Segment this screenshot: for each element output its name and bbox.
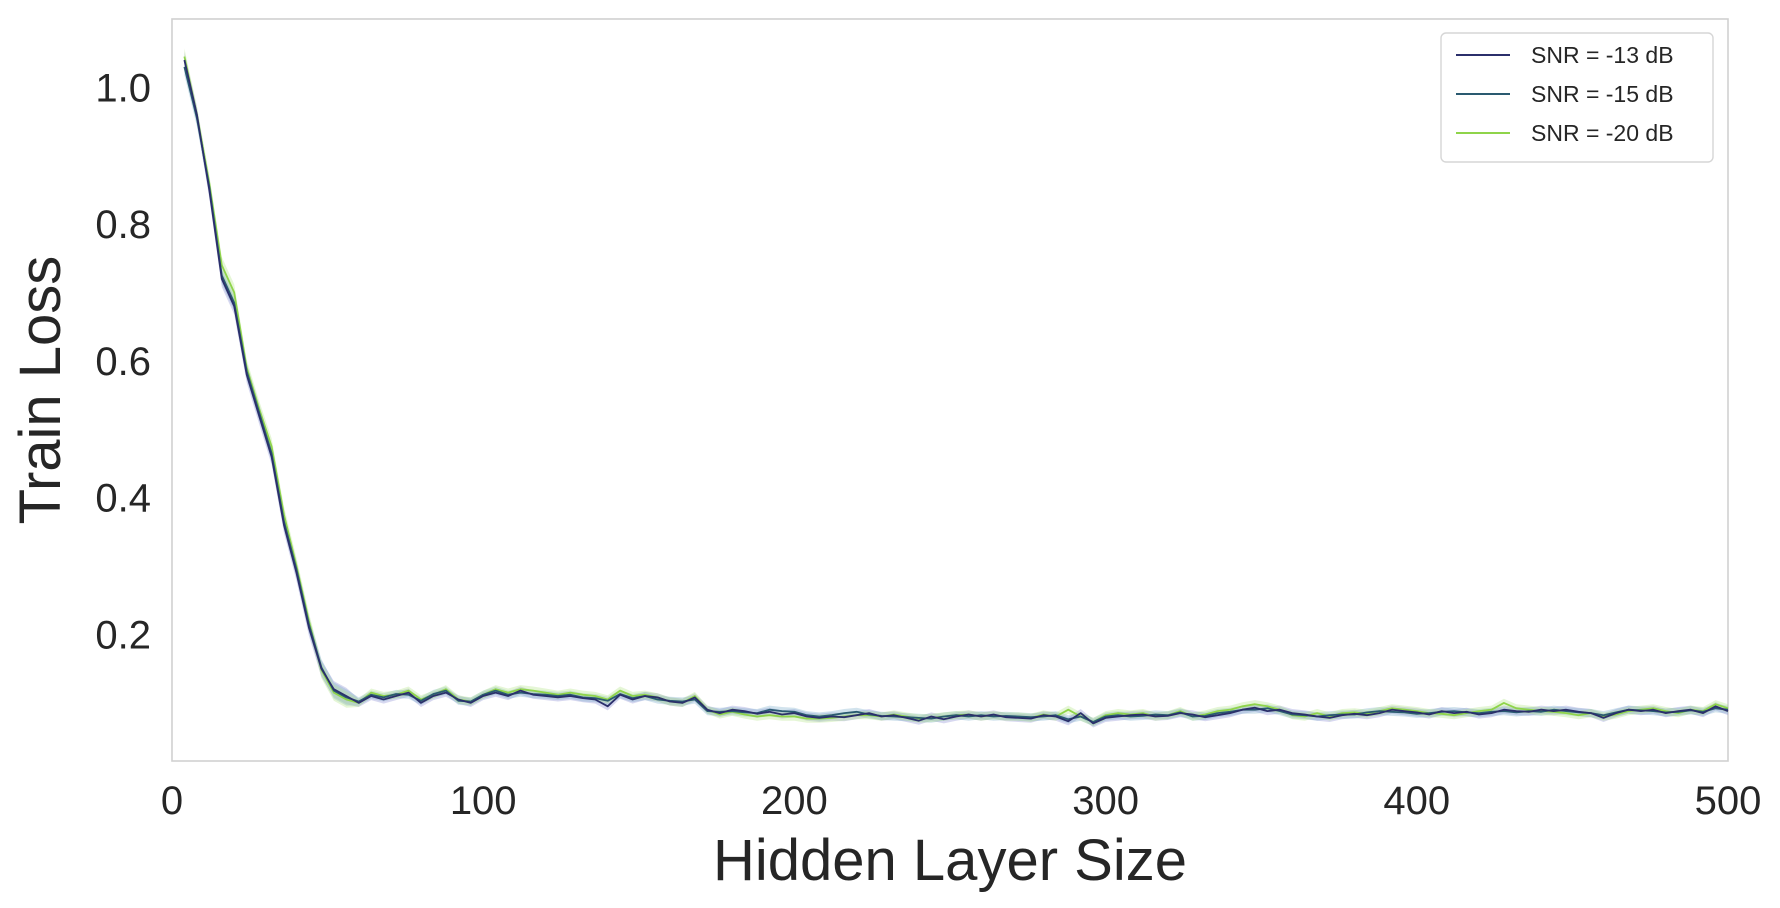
legend[interactable]: SNR = -13 dB SNR = -15 dB SNR = -20 dB [1440,32,1714,163]
x-tick-label: 500 [1695,779,1762,823]
series-lines [183,56,1729,725]
y-tick-label: 0.6 [95,340,151,384]
y-axis-ticks: 0.2 0.4 0.6 0.8 1.0 [95,66,151,657]
legend-label: SNR = -15 dB [1531,81,1674,107]
y-tick-label: 0.8 [95,203,151,247]
legend-label: SNR = -13 dB [1531,42,1674,68]
series-line-1 [183,59,1729,725]
x-tick-label: 400 [1383,779,1450,823]
x-tick-label: 0 [161,779,183,823]
y-tick-label: 1.0 [95,66,151,110]
legend-item[interactable]: SNR = -13 dB [1456,42,1674,68]
legend-box [1440,32,1714,163]
x-tick-label: 200 [761,779,828,823]
y-tick-label: 0.4 [95,477,151,521]
x-axis-ticks: 0 100 200 300 400 500 [161,779,1762,823]
legend-item[interactable]: SNR = -20 dB [1456,120,1674,146]
x-tick-label: 100 [450,779,517,823]
x-axis-title: Hidden Layer Size [713,828,1187,893]
legend-label: SNR = -20 dB [1531,120,1674,146]
y-axis-title: Train Loss [8,256,73,525]
legend-item[interactable]: SNR = -15 dB [1456,81,1674,107]
y-tick-label: 0.2 [95,613,151,657]
x-tick-label: 300 [1072,779,1139,823]
